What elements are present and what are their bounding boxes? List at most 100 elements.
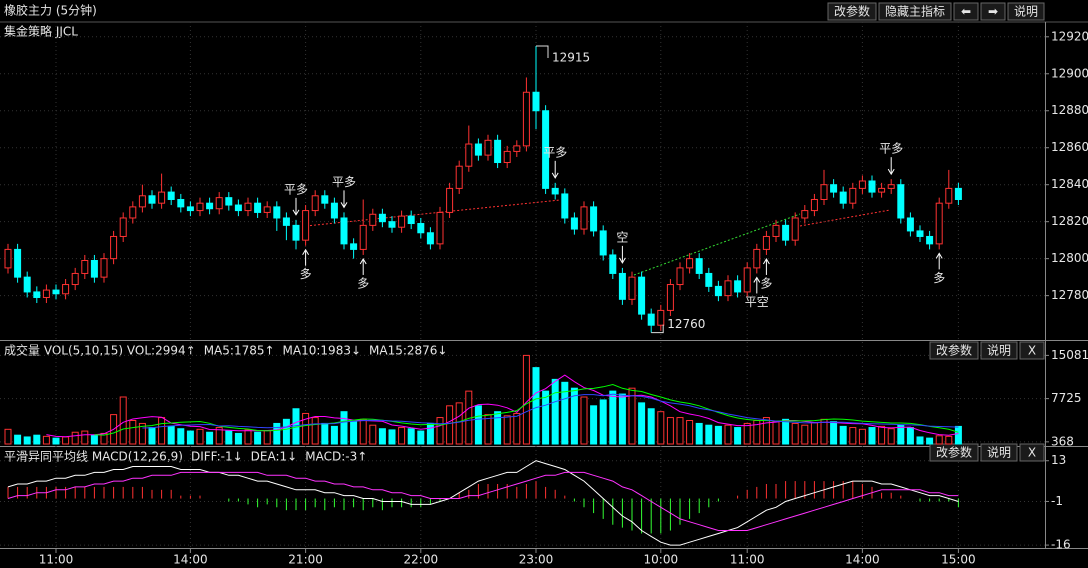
candle-body	[820, 184, 828, 200]
button[interactable]	[1007, 2, 1045, 21]
volume-bar	[609, 390, 617, 445]
volume-bar	[186, 430, 194, 445]
button[interactable]	[929, 341, 979, 360]
trade-line	[633, 213, 801, 276]
y-tick-label: -16	[1051, 538, 1071, 552]
extreme-leader	[651, 324, 664, 334]
button[interactable]	[1019, 443, 1045, 462]
candle-body	[522, 91, 530, 147]
candle-body	[676, 267, 684, 286]
candle-body	[810, 198, 818, 212]
candle-body	[196, 202, 204, 212]
button-label[interactable]: 说明	[987, 445, 1011, 460]
volume-bar	[724, 424, 732, 445]
signal-arrowhead	[887, 168, 895, 176]
volume-bar	[897, 424, 905, 445]
volume-bar	[542, 390, 550, 445]
button-label[interactable]: 改参数	[936, 445, 972, 460]
volume-bar	[513, 412, 521, 445]
candle-body	[52, 289, 60, 295]
signal-label: 多	[933, 271, 945, 285]
candle-body	[609, 254, 617, 274]
volume-bar	[570, 387, 578, 445]
series-line	[94, 383, 959, 436]
candle-body	[743, 267, 751, 293]
candle-body	[734, 280, 742, 293]
candle-body	[33, 291, 41, 298]
candle-body	[215, 197, 223, 210]
button[interactable]	[980, 443, 1018, 462]
button-label[interactable]: X	[1028, 344, 1036, 358]
volume-bar	[215, 427, 223, 445]
button[interactable]	[929, 443, 979, 462]
volume-bar	[906, 427, 914, 445]
candle-body	[926, 235, 934, 245]
candle-body	[724, 280, 732, 297]
signal-label: 平空	[745, 295, 769, 309]
candle-body	[407, 215, 415, 225]
legend-entry: MACD:-3↑	[305, 450, 367, 464]
volume-bar	[954, 425, 962, 445]
candle-body	[849, 187, 857, 204]
button-label[interactable]: X	[1028, 446, 1036, 460]
volume-bar	[340, 411, 348, 445]
legend-title: 成交量 VOL(5,10,15) VOL:2994↑	[4, 343, 196, 358]
signal-arrowhead	[551, 172, 559, 179]
button[interactable]	[980, 341, 1018, 360]
volume-bar	[772, 421, 780, 445]
button-label[interactable]: ➡	[988, 5, 998, 19]
volume-bar	[42, 435, 50, 445]
y-tick-label: 12840	[1051, 177, 1088, 191]
toolbar-title: 橡胶主力 (5分钟)	[4, 3, 97, 18]
candle-body	[158, 191, 166, 204]
volume-bar	[676, 417, 684, 445]
volume-bar	[734, 427, 742, 445]
candle-body	[62, 284, 70, 295]
signal-arrowhead	[753, 276, 761, 283]
candle-body	[282, 217, 290, 226]
button-label[interactable]: 改参数	[936, 343, 972, 358]
y-tick-label: 12920	[1051, 29, 1088, 43]
candle-body	[638, 276, 646, 315]
volume-bar	[282, 418, 290, 445]
candle-body	[935, 202, 943, 245]
volume-bar	[71, 431, 79, 445]
volume-bar	[426, 422, 434, 445]
candle-body	[897, 184, 905, 219]
button[interactable]	[878, 2, 952, 21]
candle-body	[436, 211, 444, 245]
y-tick-label: 12860	[1051, 140, 1088, 154]
volume-bar	[791, 422, 799, 445]
candle-body	[455, 165, 463, 189]
button-label[interactable]: 说明	[1014, 4, 1038, 19]
candle-body	[858, 180, 866, 189]
volume-bar	[321, 422, 329, 445]
signal-label: 多	[760, 276, 772, 290]
button-label[interactable]: 说明	[987, 343, 1011, 358]
volume-bar	[580, 396, 588, 445]
candle-body	[686, 258, 694, 269]
volume-bar	[474, 405, 482, 445]
candle-body	[206, 202, 214, 210]
candle-body	[494, 139, 502, 164]
button-label[interactable]: ⬅	[961, 5, 971, 19]
button[interactable]	[980, 2, 1006, 21]
button-label[interactable]: 隐藏主指标	[885, 4, 945, 19]
candle-body	[350, 243, 358, 250]
x-tick-label: 15:00	[941, 553, 976, 567]
volume-bar	[801, 424, 809, 445]
candle-body	[129, 206, 137, 219]
volume-bar	[743, 422, 751, 445]
button[interactable]	[1019, 341, 1045, 360]
candle-body	[42, 289, 50, 298]
candle-body	[801, 210, 809, 219]
volume-bar	[398, 427, 406, 445]
button[interactable]	[827, 2, 877, 21]
volume-bar	[618, 393, 626, 445]
candle-body	[839, 191, 847, 204]
button[interactable]	[953, 2, 979, 21]
button-label[interactable]: 改参数	[834, 4, 870, 19]
trade-line	[305, 199, 561, 227]
candle-body	[81, 260, 89, 274]
volume-bar	[839, 425, 847, 445]
